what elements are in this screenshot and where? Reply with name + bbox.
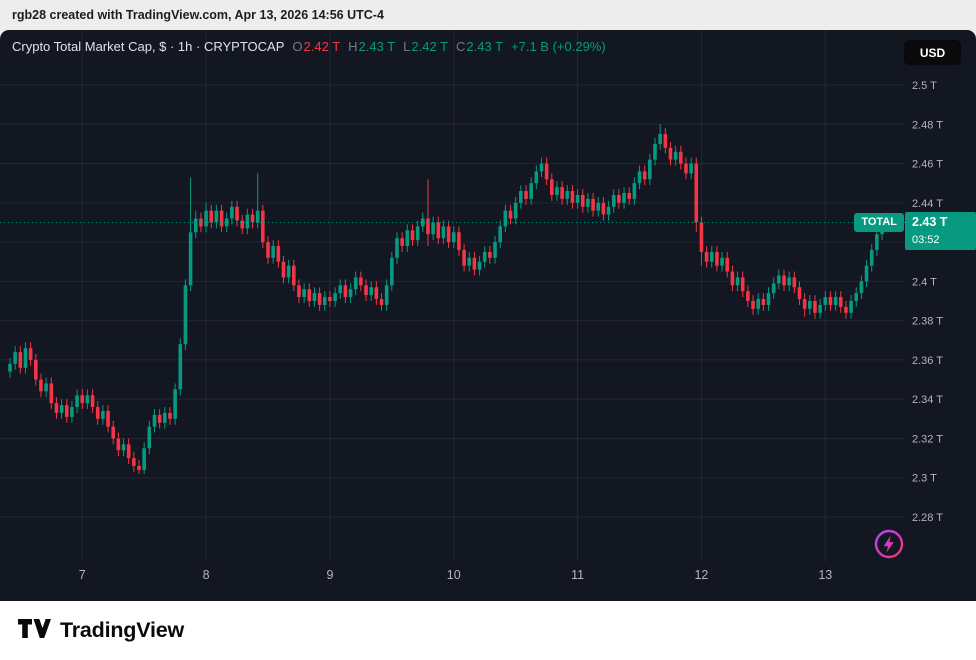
open-label: O	[292, 39, 303, 54]
bar-countdown: 03:52	[912, 234, 940, 246]
footer-bar: TradingView	[0, 601, 976, 660]
currency-usd-button[interactable]: USD	[904, 40, 961, 65]
lightning-bolt-icon	[883, 535, 894, 553]
attribution-bar: rgb28 created with TradingView.com, Apr …	[0, 0, 976, 30]
close-label: C	[456, 39, 466, 54]
svg-text:2.32 T: 2.32 T	[912, 433, 943, 445]
high-value: 2.43 T	[358, 39, 396, 54]
price-chart-canvas[interactable]: 2.5 T 2.48 T 2.46 T 2.44 T 2.4 T 2.38 T 2.36 T…	[0, 30, 976, 601]
open-value: 2.42 T	[303, 39, 341, 54]
svg-text:2.3 T: 2.3 T	[912, 473, 937, 485]
symbol-legend: Crypto Total Market Cap, $ · 1h · CRYPTO…	[12, 39, 606, 54]
current-price-label: 2.43 T 03:52	[905, 212, 976, 250]
svg-text:9: 9	[326, 568, 333, 582]
svg-text:10: 10	[447, 568, 461, 582]
svg-text:7: 7	[79, 568, 86, 582]
svg-text:11: 11	[571, 568, 584, 582]
tradingview-wordmark[interactable]: TradingView	[60, 618, 185, 642]
ohlc-low: L 2.42 T	[403, 39, 448, 54]
svg-text:2.36 T: 2.36 T	[912, 355, 943, 367]
svg-text:2.38 T: 2.38 T	[912, 316, 943, 328]
svg-text:2.46 T: 2.46 T	[912, 159, 943, 171]
close-value: 2.43 T	[466, 39, 504, 54]
chart-panel: 2.5 T 2.48 T 2.46 T 2.44 T 2.4 T 2.38 T 2.36 T…	[0, 30, 976, 601]
svg-text:2.34 T: 2.34 T	[912, 394, 943, 406]
low-value: 2.42 T	[411, 39, 449, 54]
ohlc-open: O 2.42 T	[292, 39, 340, 54]
flash-ring	[874, 529, 904, 559]
high-label: H	[348, 39, 358, 54]
svg-text:12: 12	[694, 568, 708, 582]
svg-text:2.4 T: 2.4 T	[912, 276, 937, 288]
low-label: L	[403, 39, 411, 54]
ohlc-close: C 2.43 T	[456, 39, 503, 54]
svg-text:8: 8	[203, 568, 210, 582]
total-symbol-badge: TOTAL	[854, 213, 904, 232]
svg-text:13: 13	[818, 568, 832, 582]
svg-text:2.44 T: 2.44 T	[912, 198, 943, 210]
svg-text:2.48 T: 2.48 T	[912, 119, 943, 131]
svg-text:2.28 T: 2.28 T	[912, 512, 943, 524]
flash-icon[interactable]	[872, 527, 906, 561]
ohlc-high: H 2.43 T	[348, 39, 395, 54]
tradingview-logo-icon[interactable]	[17, 618, 51, 644]
attribution-text: rgb28 created with TradingView.com, Apr …	[12, 8, 384, 22]
current-price-value: 2.43 T	[912, 215, 948, 229]
svg-text:2.5 T: 2.5 T	[912, 80, 937, 92]
change-value: +7.1 B (+0.29%)	[511, 39, 606, 54]
symbol-title[interactable]: Crypto Total Market Cap, $ · 1h · CRYPTO…	[12, 39, 285, 54]
